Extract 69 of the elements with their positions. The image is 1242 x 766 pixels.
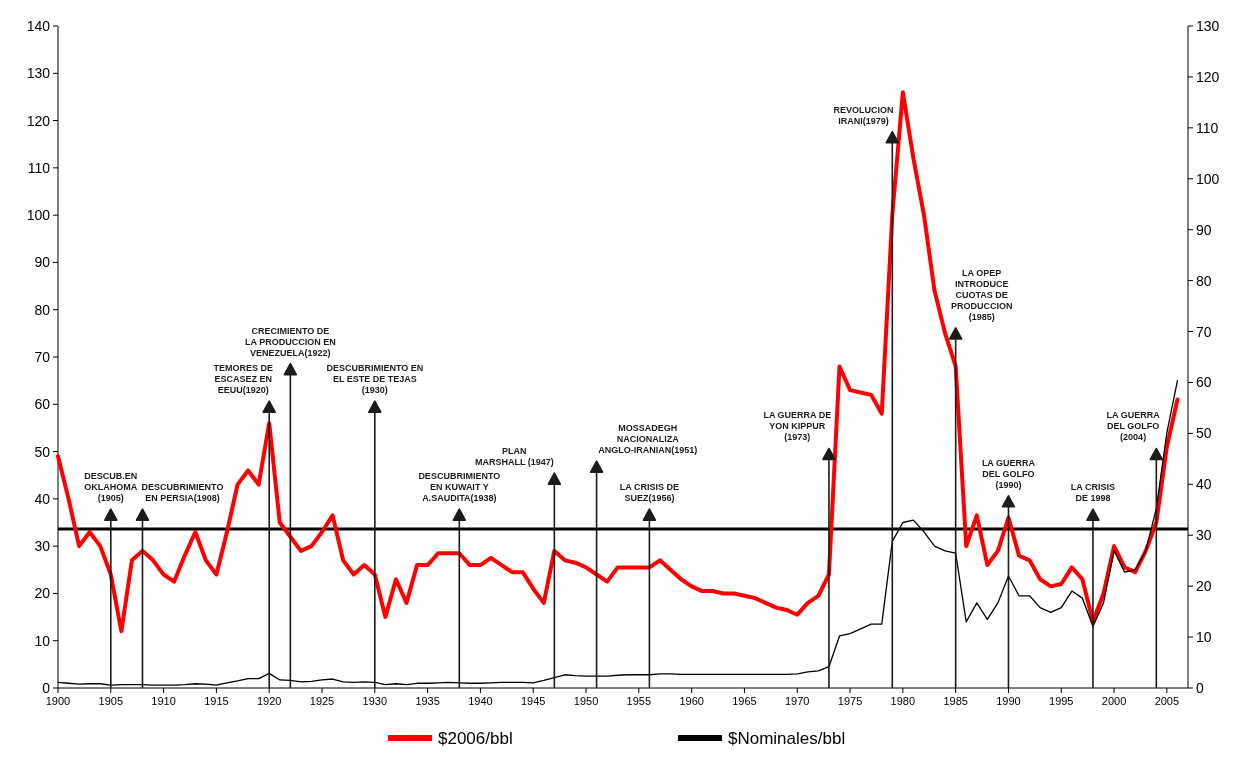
x-tick-label: 1940 xyxy=(468,695,493,707)
y-tick-label: 30 xyxy=(34,538,51,555)
legend-label: $2006/bbl xyxy=(438,729,513,748)
x-tick-label: 1900 xyxy=(45,695,71,707)
x-tick-label: 1995 xyxy=(1049,695,1074,707)
x-tick-label: 1975 xyxy=(837,695,863,707)
x-tick-label: 1925 xyxy=(309,695,335,707)
y-tick-label: 110 xyxy=(27,159,51,176)
x-tick-label: 1920 xyxy=(256,695,282,707)
y2-tick-label: 60 xyxy=(1196,374,1212,391)
y-tick-label: 90 xyxy=(34,254,51,271)
x-tick-label: 2005 xyxy=(1154,695,1180,707)
y-tick-label: 60 xyxy=(34,396,51,413)
y2-tick-label: 20 xyxy=(1196,578,1212,595)
x-tick-label: 1915 xyxy=(204,695,229,707)
x-tick-label: 1965 xyxy=(732,695,757,707)
ref-line-label: DESCUB.EN OKLAHOMA (1905) xyxy=(84,471,138,504)
y2-tick-label: 110 xyxy=(1196,119,1219,136)
y2-tick-label: 130 xyxy=(1196,18,1220,34)
ref-line-label: MOSSADEGH NACIONALIZA ANGLO-IRANIAN(1951) xyxy=(598,423,698,456)
x-tick-label: 1945 xyxy=(520,695,546,707)
x-tick-label: 1910 xyxy=(151,695,176,707)
x-tick-label: 1985 xyxy=(943,695,968,707)
x-tick-label: 1990 xyxy=(996,695,1021,707)
x-tick-label: 1905 xyxy=(98,695,124,707)
x-tick-label: 1980 xyxy=(890,695,916,707)
x-tick-label: 1930 xyxy=(362,695,388,707)
ref-line-label: LA CRISIS DE 1998 xyxy=(1070,482,1116,504)
ref-line-label: DESCUBRIMIENTO EN EL ESTE DE TEJAS (1930) xyxy=(326,363,424,396)
y2-tick-label: 30 xyxy=(1196,527,1212,544)
ref-line-label: LA OPEP INTRODUCE CUOTAS DE PRODUCCION (1985) xyxy=(950,267,1013,322)
x-tick-label: 1955 xyxy=(626,695,652,707)
y-tick-label: 50 xyxy=(34,443,51,460)
y-tick-label: 120 xyxy=(26,112,51,129)
ref-line-label: PLAN MARSHALL (1947) xyxy=(474,446,554,468)
ref-line-label: LA GUERRA DE YON KIPPUR (1973) xyxy=(763,410,832,443)
x-tick-label: 1970 xyxy=(785,695,810,707)
x-tick-label: 2000 xyxy=(1101,695,1127,707)
y-tick-label: 10 xyxy=(34,632,51,649)
y2-tick-label: 80 xyxy=(1196,272,1212,289)
y2-tick-label: 120 xyxy=(1196,68,1220,85)
y-tick-label: 40 xyxy=(34,490,51,507)
y2-tick-label: 50 xyxy=(1196,425,1212,442)
x-tick-label: 1960 xyxy=(679,695,704,707)
y-tick-label: 70 xyxy=(34,349,51,365)
y-tick-label: 100 xyxy=(26,207,51,224)
x-tick-label: 1935 xyxy=(415,695,440,707)
line-series xyxy=(56,90,1180,634)
y2-tick-label: 40 xyxy=(1196,476,1212,493)
ref-line-label: TEMORES DE ESCASEZ EN EEUU(1920) xyxy=(213,363,273,396)
legend-label: $Nominales/bbl xyxy=(728,729,846,748)
y-tick-label: 140 xyxy=(26,18,51,34)
x-tick-label: 1950 xyxy=(573,695,599,707)
ref-line-label: CRECIMIENTO DE LA PRODUCCION EN VENEZUELA(1922) xyxy=(245,325,336,358)
y-tick-label: 80 xyxy=(34,301,51,318)
y-tick-label: 130 xyxy=(26,65,51,82)
ref-line-label: LA CRISIS DE SUEZ(1956) xyxy=(619,482,679,504)
y2-tick-label: 70 xyxy=(1196,323,1212,340)
ref-line-label: LA GUERRA DEL GOLFO (1990) xyxy=(981,457,1036,490)
y2-tick-label: 10 xyxy=(1196,629,1212,646)
y-tick-label: 0 xyxy=(42,680,51,696)
ref-line-label: LA GUERRA DEL GOLFO (2004) xyxy=(1106,410,1161,443)
ref-line-label: DESCUBRIMIENTO EN KUWAIT Y A.SAUDITA(1938) xyxy=(418,471,501,504)
y2-tick-label: 100 xyxy=(1196,170,1220,187)
ref-line-label: DESCUBRIMIENTO EN PERSIA(1908) xyxy=(141,482,224,504)
ref-line-label: REVOLUCION IRANI(1979) xyxy=(833,104,894,126)
y-tick-label: 20 xyxy=(34,585,51,602)
y2-tick-label: 90 xyxy=(1196,221,1212,238)
y2-tick-label: 0 xyxy=(1196,680,1204,696)
